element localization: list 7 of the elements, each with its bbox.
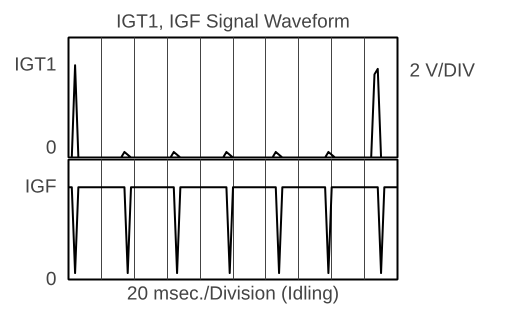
y-axis-title: IGT1: [14, 54, 57, 76]
text: 0: [46, 269, 57, 290]
x-axis-title: 20 msec./Division (Idling): [126, 284, 340, 304]
chart-title: IGT1, IGF Signal Waveform: [116, 12, 350, 32]
text: 2 V/DIV: [410, 60, 476, 82]
y-axis-title: IGF: [24, 176, 57, 198]
text: 0: [46, 138, 57, 158]
